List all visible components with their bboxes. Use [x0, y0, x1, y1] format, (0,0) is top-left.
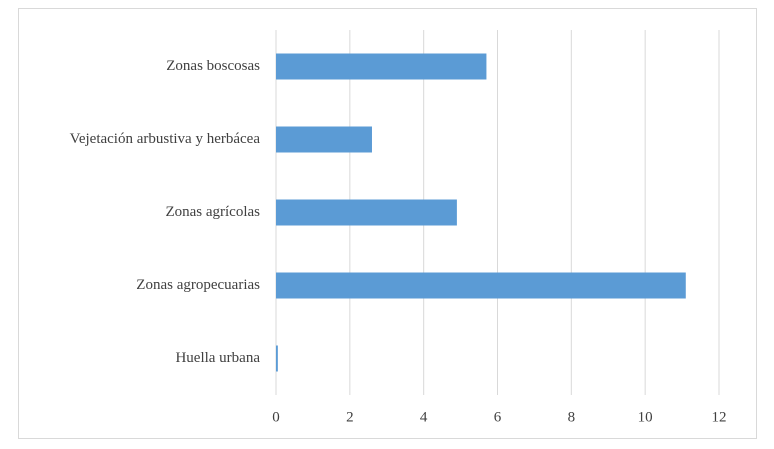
- bar: [276, 272, 686, 299]
- x-tick-label: 8: [568, 409, 576, 425]
- x-tick-label: 2: [346, 409, 354, 425]
- x-tick-label: 10: [638, 409, 653, 425]
- y-tick-label: Huella urbana: [175, 350, 260, 366]
- y-tick-label: Zonas agropecuarias: [136, 277, 260, 293]
- bar: [276, 126, 372, 153]
- x-tick-label: 12: [712, 409, 727, 425]
- bar: [276, 53, 487, 80]
- x-tick-label: 6: [494, 409, 502, 425]
- y-tick-label: Zonas agrícolas: [165, 204, 260, 220]
- bar: [276, 199, 457, 226]
- y-tick-label: Zonas boscosas: [166, 58, 260, 74]
- bar: [276, 345, 278, 372]
- x-tick-label: 0: [272, 409, 280, 425]
- x-tick-label: 4: [420, 409, 428, 425]
- y-tick-label: Vejetación arbustiva y herbácea: [70, 131, 261, 147]
